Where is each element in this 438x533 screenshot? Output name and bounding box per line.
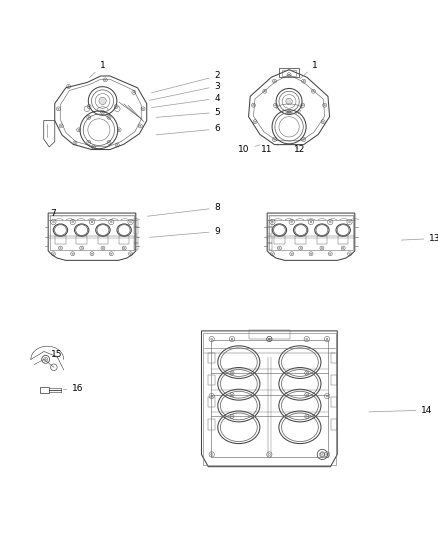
- Text: 1: 1: [300, 61, 318, 79]
- Circle shape: [99, 97, 106, 104]
- Circle shape: [286, 98, 292, 104]
- Text: 2: 2: [152, 71, 220, 93]
- Text: 10: 10: [238, 145, 260, 155]
- Text: 1: 1: [90, 61, 106, 78]
- Text: 7: 7: [50, 209, 62, 219]
- Text: 6: 6: [156, 125, 220, 135]
- Text: 8: 8: [147, 203, 220, 216]
- Text: 3: 3: [149, 82, 220, 100]
- Text: A1: A1: [296, 110, 302, 115]
- Text: 16: 16: [63, 384, 84, 393]
- Text: 11: 11: [261, 145, 279, 155]
- Text: 4: 4: [152, 94, 220, 108]
- Text: 13: 13: [401, 234, 438, 243]
- Text: 12: 12: [294, 146, 306, 155]
- Text: 5: 5: [156, 108, 220, 117]
- Text: 14: 14: [369, 406, 433, 415]
- Text: 9: 9: [149, 227, 220, 237]
- Text: 15: 15: [51, 350, 62, 359]
